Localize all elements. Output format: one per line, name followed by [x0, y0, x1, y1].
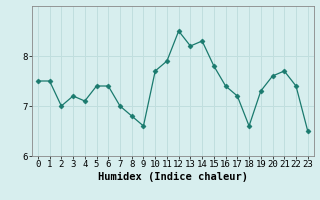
X-axis label: Humidex (Indice chaleur): Humidex (Indice chaleur) — [98, 172, 248, 182]
